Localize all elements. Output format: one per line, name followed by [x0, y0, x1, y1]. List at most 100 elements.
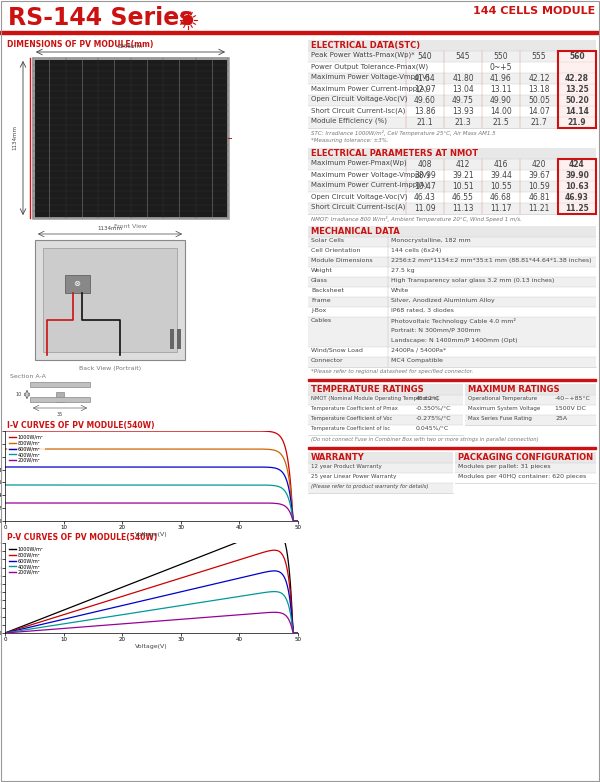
Text: 10.59: 10.59 [528, 182, 550, 191]
Text: 21.9: 21.9 [568, 118, 586, 127]
Text: ⊗: ⊗ [74, 279, 80, 289]
Text: Section A-A: Section A-A [10, 374, 46, 379]
Bar [455, 473, 596, 483]
200W/m² [175, 615, 182, 624]
1000W/m² [266, 526, 274, 535]
Bar [170, 329, 174, 349]
Text: Back View (Portrait): Back View (Portrait) [79, 366, 141, 371]
Text: 2400Pa / 5400Pa*: 2400Pa / 5400Pa* [391, 348, 446, 353]
Bar [308, 463, 453, 473]
1000W/m² [294, 516, 301, 526]
Text: 540: 540 [418, 52, 433, 61]
1000W/m² [175, 426, 182, 436]
Bar [30, 382, 90, 387]
Bar [455, 463, 596, 473]
Line: 400W/m²: 400W/m² [5, 485, 298, 521]
Text: Module Efficiency (%): Module Efficiency (%) [311, 118, 387, 124]
Text: Weight: Weight [311, 268, 333, 273]
Bar [177, 329, 181, 349]
Legend: 1000W/m², 800W/m², 600W/m², 400W/m², 200W/m²: 1000W/m², 800W/m², 600W/m², 400W/m², 200… [7, 433, 45, 465]
Text: 41.96: 41.96 [490, 74, 512, 83]
400W/m² [1, 480, 8, 490]
Text: Max Series Fuse Rating: Max Series Fuse Rating [468, 416, 532, 421]
Bar [308, 62, 596, 73]
600W/m² [2, 462, 10, 472]
Text: 0~+5: 0~+5 [490, 63, 512, 72]
Text: Peak Power Watts-Pmax(Wp)*: Peak Power Watts-Pmax(Wp)* [311, 52, 415, 59]
Text: 12 year Product Warranty: 12 year Product Warranty [311, 464, 382, 469]
Text: Operational Temperature: Operational Temperature [468, 396, 537, 401]
Text: 39.21: 39.21 [452, 171, 474, 180]
800W/m² [181, 572, 188, 582]
Text: 21.3: 21.3 [455, 118, 472, 127]
Text: 2256mm: 2256mm [118, 44, 143, 49]
Text: 1500V DC: 1500V DC [555, 406, 586, 411]
Bar [558, 106, 596, 117]
800W/m² [1, 628, 8, 637]
400W/m² [271, 587, 278, 597]
Text: Backsheet: Backsheet [311, 288, 344, 293]
Text: 39.90: 39.90 [565, 171, 589, 180]
Text: Glass: Glass [311, 278, 328, 283]
Text: NMOT: Irradiance 800 W/m², Ambient Temperature 20°C, Wind Speed 1 m/s.: NMOT: Irradiance 800 W/m², Ambient Tempe… [311, 216, 522, 222]
600W/m² [181, 462, 188, 472]
Text: 408: 408 [418, 160, 432, 169]
Text: P-V CURVES OF PV MODULE(540W): P-V CURVES OF PV MODULE(540W) [7, 533, 157, 542]
Text: 27.5 kg: 27.5 kg [391, 268, 415, 273]
Bar [308, 277, 596, 287]
Bar [558, 159, 596, 170]
Bar [465, 405, 596, 415]
Text: 39.67: 39.67 [528, 171, 550, 180]
Text: 49.60: 49.60 [414, 96, 436, 105]
Text: 50.20: 50.20 [565, 96, 589, 105]
Bar [308, 395, 463, 405]
Bar [558, 170, 596, 181]
Bar [308, 307, 596, 317]
Line: 600W/m²: 600W/m² [5, 571, 298, 633]
Text: 21.1: 21.1 [416, 118, 433, 127]
Text: 25A: 25A [555, 416, 567, 421]
Bar [56, 392, 64, 402]
600W/m² [266, 463, 274, 472]
1000W/m² [1, 426, 8, 436]
Text: NMOT (Nominal Module Operating Temperature): NMOT (Nominal Module Operating Temperatu… [311, 396, 439, 401]
200W/m² [294, 516, 301, 526]
Text: 545: 545 [455, 52, 470, 61]
Bar [558, 203, 596, 214]
Text: 11.17: 11.17 [490, 204, 512, 213]
Line: 1000W/m²: 1000W/m² [5, 529, 298, 633]
Bar [35, 240, 185, 360]
Bar [558, 51, 596, 128]
1000W/m² [248, 532, 255, 541]
600W/m² [248, 462, 255, 472]
800W/m² [271, 546, 278, 555]
Text: Temperature Coefficient of Pmax: Temperature Coefficient of Pmax [311, 406, 398, 411]
Text: 144 cells (6x24): 144 cells (6x24) [391, 248, 442, 253]
200W/m² [2, 628, 10, 637]
200W/m² [175, 615, 182, 624]
Bar [308, 267, 596, 277]
Bar [558, 192, 596, 203]
Text: 555: 555 [532, 52, 547, 61]
Text: I-V CURVES OF PV MODULE(540W): I-V CURVES OF PV MODULE(540W) [7, 421, 155, 430]
Bar [308, 237, 596, 247]
Text: Cables: Cables [311, 318, 332, 323]
Bar [308, 297, 596, 307]
Text: MC4 Compatible: MC4 Compatible [391, 358, 443, 363]
Bar [308, 447, 596, 449]
Text: Temperature Coefficient of Voc: Temperature Coefficient of Voc [311, 416, 392, 421]
Text: 14.07: 14.07 [528, 107, 550, 116]
600W/m² [266, 566, 274, 576]
Line: 200W/m²: 200W/m² [5, 612, 298, 633]
Text: RS-144 Series: RS-144 Series [8, 6, 193, 30]
600W/m² [1, 628, 8, 637]
Bar [308, 405, 463, 415]
Text: 41.64: 41.64 [414, 74, 436, 83]
1000W/m² [294, 628, 301, 637]
Bar [0, 31, 600, 34]
Circle shape [184, 16, 193, 24]
800W/m² [248, 444, 255, 454]
800W/m² [175, 574, 182, 583]
Bar [308, 106, 596, 117]
Bar [308, 452, 453, 463]
